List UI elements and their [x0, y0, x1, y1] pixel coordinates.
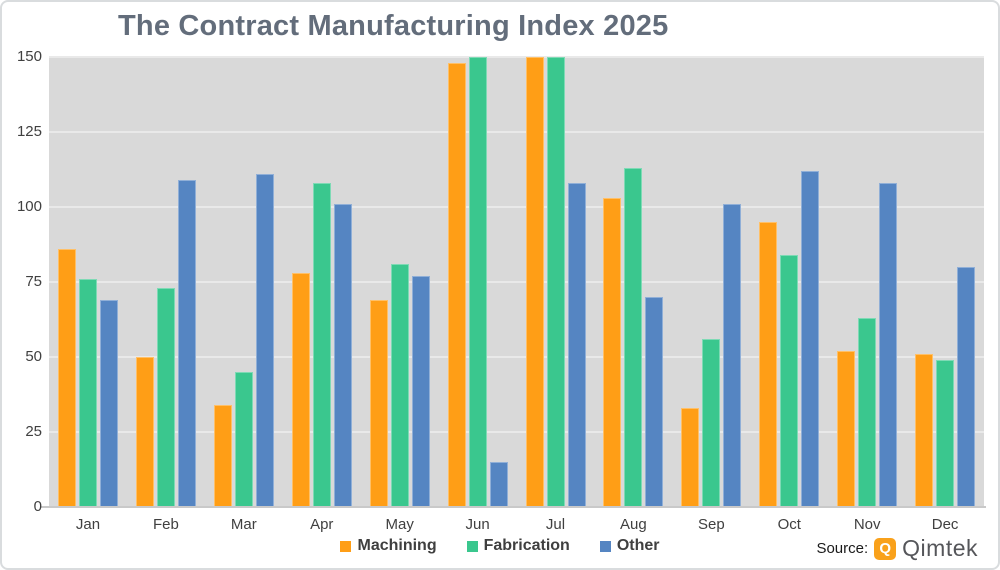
- x-tick-label-apr: Apr: [310, 516, 334, 533]
- x-tick-label-jul: Jul: [545, 516, 566, 533]
- legend-swatch-icon: [599, 540, 611, 552]
- gridline-25: [49, 431, 984, 433]
- bar-fabrication-jun: [468, 57, 487, 507]
- bar-machining-aug: [603, 198, 622, 507]
- x-tick-label-oct: Oct: [777, 516, 801, 533]
- bar-other-jun: [489, 462, 508, 507]
- bar-machining-may: [369, 300, 388, 507]
- bar-other-may: [411, 276, 430, 507]
- bar-fabrication-jan: [79, 279, 97, 507]
- qimtek-logo-icon: Q: [874, 537, 897, 560]
- legend-swatch-icon: [340, 540, 352, 552]
- x-tick-label-jan: Jan: [75, 516, 101, 533]
- x-tick-label-sep: Sep: [697, 516, 725, 533]
- x-tick-label-nov: Nov: [853, 516, 881, 533]
- y-tick-label: 0: [33, 498, 42, 515]
- bar-machining-oct: [759, 222, 778, 507]
- bar-machining-jun: [447, 63, 466, 507]
- x-tick-label-dec: Dec: [931, 516, 959, 533]
- bar-other-sep: [723, 204, 742, 507]
- y-tick-label: 150: [16, 48, 42, 65]
- bar-machining-apr: [291, 273, 310, 507]
- source-label: Source:: [816, 540, 869, 557]
- chart-legend: Machining Fabrication Other: [2, 537, 998, 555]
- bar-machining-jul: [525, 57, 544, 507]
- bar-fabrication-apr: [312, 183, 331, 507]
- gridline-50: [49, 356, 984, 358]
- bar-other-oct: [801, 171, 820, 507]
- y-tick-label: 75: [25, 273, 42, 290]
- bar-other-feb: [177, 180, 196, 507]
- bar-fabrication-oct: [780, 255, 799, 507]
- source-attribution: Source: Q Qimtek: [816, 535, 978, 562]
- bar-other-mar: [255, 174, 274, 507]
- bar-other-dec: [957, 267, 976, 507]
- bar-fabrication-aug: [624, 168, 643, 507]
- bar-fabrication-jul: [546, 57, 565, 507]
- bar-other-apr: [333, 204, 352, 507]
- bar-other-jan: [100, 300, 118, 507]
- bar-fabrication-mar: [234, 372, 253, 507]
- bar-other-aug: [645, 297, 664, 507]
- plot-area: [49, 56, 984, 508]
- legend-label: Machining: [357, 537, 437, 554]
- legend-item-fabrication: Fabrication: [466, 537, 570, 555]
- bar-machining-sep: [681, 408, 700, 507]
- gridline-75: [49, 281, 984, 283]
- bar-fabrication-feb: [156, 288, 175, 507]
- bar-machining-nov: [837, 351, 856, 507]
- bar-fabrication-dec: [936, 360, 955, 507]
- legend-swatch-icon: [466, 540, 478, 552]
- brand-name: Qimtek: [902, 535, 978, 561]
- gridline-150: [49, 56, 984, 58]
- bar-machining-feb: [135, 357, 154, 507]
- x-tick-label-feb: Feb: [152, 516, 179, 533]
- bar-machining-dec: [915, 354, 934, 507]
- x-axis-line: [40, 506, 986, 508]
- bar-machining-mar: [213, 405, 232, 507]
- bar-fabrication-nov: [858, 318, 877, 507]
- bar-other-jul: [567, 183, 586, 507]
- y-tick-label: 125: [16, 123, 42, 140]
- gridline-100: [49, 206, 984, 208]
- y-tick-label: 25: [25, 423, 42, 440]
- y-tick-label: 50: [25, 348, 42, 365]
- gridline-125: [49, 131, 984, 133]
- x-tick-label-jun: Jun: [465, 516, 490, 533]
- page-title: The Contract Manufacturing Index 2025: [118, 10, 669, 42]
- bar-other-nov: [879, 183, 898, 507]
- x-tick-label-mar: Mar: [230, 516, 257, 533]
- bar-fabrication-sep: [702, 339, 721, 507]
- y-tick-label: 100: [16, 198, 42, 215]
- legend-item-machining: Machining: [340, 537, 437, 555]
- legend-item-other: Other: [599, 537, 660, 555]
- bar-fabrication-may: [390, 264, 409, 507]
- x-tick-label-may: May: [385, 516, 414, 533]
- x-tick-label-aug: Aug: [620, 516, 647, 533]
- legend-label: Fabrication: [483, 537, 570, 554]
- legend-label: Other: [616, 537, 660, 554]
- bar-machining-jan: [58, 249, 76, 507]
